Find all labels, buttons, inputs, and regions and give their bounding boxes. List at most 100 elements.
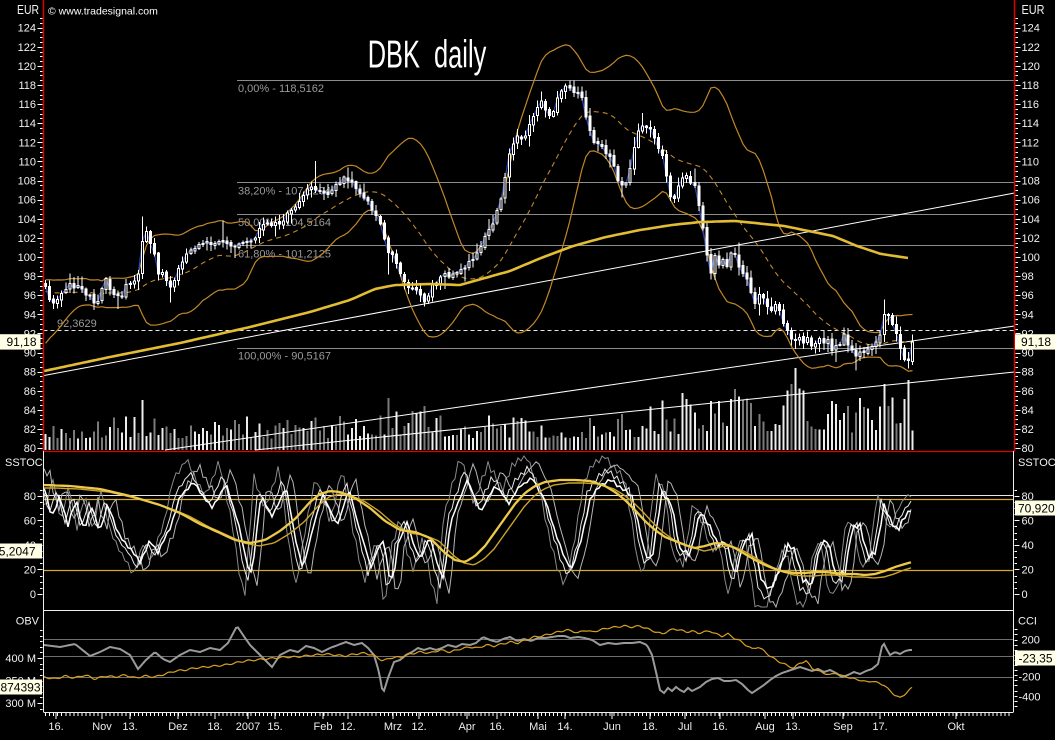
svg-text:EUR: EUR [17,2,39,17]
svg-text:0,00% - 118,5162: 0,00% - 118,5162 [238,83,324,95]
svg-text:Okt: Okt [947,721,964,733]
svg-text:-200: -200 [1019,671,1041,683]
svg-text:300 M: 300 M [5,698,36,710]
svg-text:0: 0 [30,589,36,601]
svg-text:13.: 13. [122,721,137,733]
svg-text:70,920: 70,920 [1018,502,1055,516]
svg-text:80: 80 [24,491,36,503]
svg-text:118: 118 [18,80,36,92]
svg-text:86: 86 [1022,386,1034,398]
svg-text:114: 114 [1022,118,1040,130]
svg-text:96: 96 [1022,290,1034,302]
svg-text:17.: 17. [872,721,887,733]
svg-text:112: 112 [1022,137,1040,149]
svg-text:122: 122 [1022,42,1040,54]
svg-text:20: 20 [1022,565,1034,577]
svg-text:Mrz: Mrz [384,721,402,733]
svg-text:EUR: EUR [1022,2,1045,17]
svg-text:16.: 16. [712,721,727,733]
svg-text:124: 124 [1022,23,1040,35]
svg-text:2007: 2007 [236,721,260,733]
svg-text:90: 90 [1022,348,1034,360]
svg-text:106: 106 [18,195,36,207]
svg-text:118: 118 [1022,80,1040,92]
svg-text:60: 60 [1022,515,1034,527]
svg-text:Nov: Nov [92,721,112,733]
svg-text:90: 90 [24,348,36,360]
svg-text:Aug: Aug [755,721,775,733]
svg-text:116: 116 [18,99,36,111]
svg-text:OBV: OBV [16,616,40,628]
svg-text:18.: 18. [207,721,222,733]
svg-text:SSTOC: SSTOC [5,457,43,469]
svg-text:86: 86 [24,386,36,398]
svg-text:40: 40 [1022,540,1034,552]
svg-text:Jul: Jul [678,721,692,733]
svg-text:100: 100 [1022,252,1040,264]
svg-text:61,80% - 101,2125: 61,80% - 101,2125 [238,248,331,260]
svg-text:-23,35: -23,35 [1019,652,1053,666]
svg-text:12.: 12. [411,721,426,733]
svg-text:82: 82 [1022,424,1034,436]
svg-text:84: 84 [24,405,36,417]
svg-text:SSTOC: SSTOC [1018,457,1055,469]
svg-text:88: 88 [1022,367,1034,379]
svg-text:91,18: 91,18 [6,335,36,349]
svg-text:94: 94 [1022,309,1034,321]
svg-text:-400: -400 [1019,692,1041,704]
svg-text:110: 110 [18,157,36,169]
svg-text:124: 124 [18,23,36,35]
svg-text:0: 0 [1022,589,1028,601]
svg-text:20: 20 [24,565,36,577]
svg-text:108: 108 [18,176,36,188]
svg-text:82: 82 [24,424,36,436]
svg-text:91,18: 91,18 [1021,335,1051,349]
svg-text:80: 80 [1022,443,1034,455]
svg-text:13.: 13. [785,721,800,733]
svg-text:Sep: Sep [833,721,853,733]
svg-text:Mai: Mai [529,721,547,733]
svg-text:122: 122 [18,42,36,54]
svg-text:88: 88 [24,367,36,379]
svg-text:80: 80 [24,443,36,455]
svg-text:92,3629: 92,3629 [57,318,97,330]
svg-text:102: 102 [18,233,36,245]
svg-text:874393: 874393 [0,681,40,695]
svg-text:400 M: 400 M [5,653,36,665]
svg-text:120: 120 [18,61,36,73]
svg-text:16.: 16. [48,721,63,733]
svg-text:60: 60 [24,515,36,527]
svg-text:100,00% - 90,5167: 100,00% - 90,5167 [238,351,331,363]
svg-text:120: 120 [1022,61,1040,73]
svg-text:Dez: Dez [168,721,188,733]
svg-text:94: 94 [24,309,36,321]
svg-text:35,2047: 35,2047 [0,545,36,559]
svg-text:104: 104 [18,214,36,226]
svg-text:100: 100 [18,252,36,264]
svg-text:12.: 12. [340,721,355,733]
svg-text:14.: 14. [557,721,572,733]
svg-text:84: 84 [1022,405,1034,417]
svg-text:CCI: CCI [1018,616,1037,628]
svg-text:112: 112 [18,137,36,149]
svg-text:108: 108 [1022,176,1040,188]
svg-text:116: 116 [1022,99,1040,111]
svg-text:80: 80 [1022,491,1034,503]
svg-text:15.: 15. [267,721,282,733]
svg-text:Feb: Feb [314,721,333,733]
svg-text:114: 114 [18,118,36,130]
svg-text:106: 106 [1022,195,1040,207]
svg-text:16.: 16. [489,721,504,733]
svg-text:104: 104 [1022,214,1040,226]
svg-text:102: 102 [1022,233,1040,245]
svg-text:DBK daily: DBK daily [368,32,487,76]
svg-text:Jun: Jun [603,721,621,733]
svg-text:98: 98 [24,271,36,283]
svg-text:110: 110 [1022,157,1040,169]
svg-text:96: 96 [24,290,36,302]
svg-text:© www.tradesignal.com: © www.tradesignal.com [48,6,158,18]
svg-text:98: 98 [1022,271,1034,283]
svg-text:200: 200 [1022,635,1040,647]
svg-text:Apr: Apr [458,721,475,733]
svg-text:18.: 18. [642,721,657,733]
